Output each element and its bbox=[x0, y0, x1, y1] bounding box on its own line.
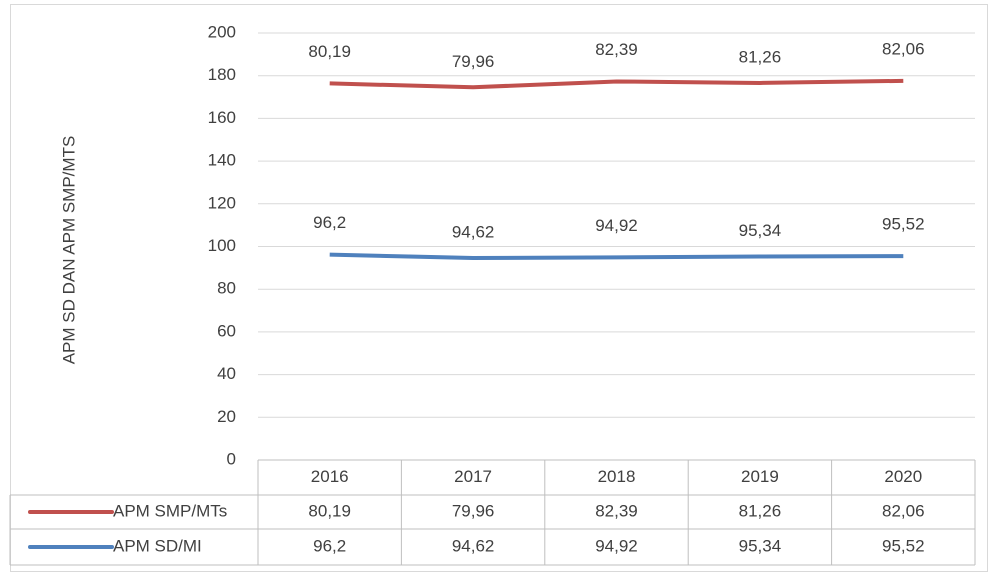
x-tick-label: 2020 bbox=[884, 467, 922, 486]
y-tick-label: 180 bbox=[208, 65, 236, 84]
y-tick-label: 80 bbox=[217, 279, 236, 298]
y-tick-label: 140 bbox=[208, 151, 236, 170]
data-label: 96,2 bbox=[313, 213, 346, 232]
table-cell: 82,06 bbox=[882, 501, 925, 520]
data-label: 81,26 bbox=[739, 47, 782, 66]
line-series bbox=[329, 252, 904, 260]
legend-label: APM SMP/MTs bbox=[113, 501, 227, 520]
table-cell: 94,62 bbox=[452, 536, 495, 555]
data-label: 95,34 bbox=[739, 221, 782, 240]
table-cell: 96,2 bbox=[313, 536, 346, 555]
table-cell: 80,19 bbox=[308, 501, 351, 520]
y-tick-label: 0 bbox=[227, 449, 236, 468]
y-tick-label: 40 bbox=[217, 364, 236, 383]
x-tick-label: 2018 bbox=[598, 467, 636, 486]
data-label: 79,96 bbox=[452, 52, 495, 71]
data-label: 95,52 bbox=[882, 215, 925, 234]
chart-frame bbox=[10, 4, 988, 572]
y-tick-label: 60 bbox=[217, 321, 236, 340]
x-tick-label: 2017 bbox=[454, 467, 492, 486]
data-label: 94,62 bbox=[452, 222, 495, 241]
line-series bbox=[329, 78, 904, 90]
data-label: 80,19 bbox=[308, 42, 351, 61]
y-tick-label: 120 bbox=[208, 193, 236, 212]
y-axis-label: APM SD DAN APM SMP/MTS bbox=[59, 136, 78, 365]
table-cell: 95,34 bbox=[739, 536, 782, 555]
data-label: 94,92 bbox=[595, 216, 638, 235]
table-cell: 94,92 bbox=[595, 536, 638, 555]
y-tick-label: 200 bbox=[208, 22, 236, 41]
table-cell: 82,39 bbox=[595, 501, 638, 520]
data-label: 82,39 bbox=[595, 40, 638, 59]
y-tick-label: 20 bbox=[217, 407, 236, 426]
table-cell: 95,52 bbox=[882, 536, 925, 555]
table-cell: 81,26 bbox=[739, 501, 782, 520]
y-tick-label: 160 bbox=[208, 108, 236, 127]
y-tick-label: 100 bbox=[208, 236, 236, 255]
data-label: 82,06 bbox=[882, 39, 925, 58]
table-cell: 79,96 bbox=[452, 501, 495, 520]
x-tick-label: 2016 bbox=[311, 467, 349, 486]
x-tick-label: 2019 bbox=[741, 467, 779, 486]
legend-label: APM SD/MI bbox=[113, 536, 202, 555]
